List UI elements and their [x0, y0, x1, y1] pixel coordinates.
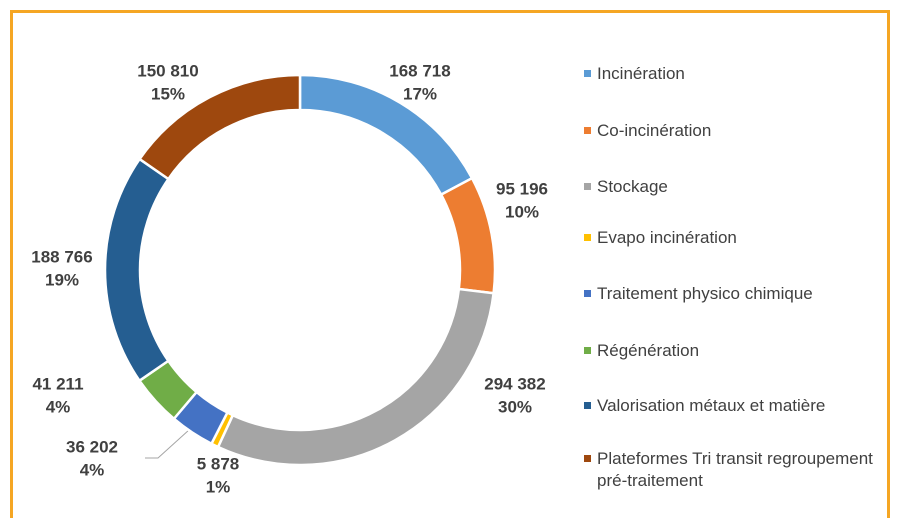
legend-label: Valorisation métaux et matière: [597, 396, 826, 415]
legend-item: Traitement physico chimique: [584, 283, 884, 305]
legend-label: Plateformes Tri transit regroupement pré…: [597, 449, 873, 490]
percent-label: 17%: [403, 84, 437, 103]
legend-label: Régénération: [597, 341, 700, 360]
legend-swatch: [584, 402, 591, 409]
legend-label: Co-incinération: [597, 121, 712, 140]
legend-label: Stockage: [597, 177, 668, 196]
legend-label: Incinération: [597, 64, 685, 83]
legend-item: Régénération: [584, 340, 884, 362]
legend-item: Stockage: [584, 176, 884, 198]
legend-item: Evapo incinération: [584, 227, 884, 249]
slice: [103, 157, 171, 383]
legend-item: Plateformes Tri transit regroupement pré…: [584, 448, 884, 492]
frame: [10, 10, 890, 518]
legend-swatch: [584, 455, 591, 462]
value-label: 95 196: [496, 179, 548, 198]
slice: [439, 176, 497, 295]
legend-swatch: [584, 234, 591, 241]
value-label: 36 202: [66, 437, 118, 456]
leader-line: [145, 419, 201, 459]
value-label: 168 718: [389, 61, 450, 80]
legend-label: Traitement physico chimique: [597, 284, 813, 303]
legend-swatch: [584, 347, 591, 354]
percent-label: 4%: [46, 397, 71, 416]
percent-label: 30%: [498, 397, 532, 416]
legend-swatch: [584, 183, 591, 190]
legend-item: Valorisation métaux et matière: [584, 395, 884, 417]
percent-label: 15%: [151, 84, 185, 103]
legend-swatch: [584, 127, 591, 134]
percent-label: 19%: [45, 270, 79, 289]
legend-swatch: [584, 290, 591, 297]
slice: [216, 287, 496, 467]
legend-label: Evapo incinération: [597, 228, 737, 247]
value-label: 41 211: [32, 374, 83, 393]
value-label: 188 766: [31, 247, 92, 266]
legend-item: Co-incinération: [584, 120, 884, 142]
legend-swatch: [584, 70, 591, 77]
percent-label: 1%: [206, 477, 231, 496]
percent-label: 4%: [80, 460, 105, 479]
value-label: 150 810: [137, 61, 198, 80]
percent-label: 10%: [505, 202, 539, 221]
slice: [298, 73, 474, 197]
slice: [137, 73, 302, 181]
value-label: 5 878: [197, 454, 240, 473]
value-label: 294 382: [484, 374, 545, 393]
legend-item: Incinération: [584, 63, 884, 85]
